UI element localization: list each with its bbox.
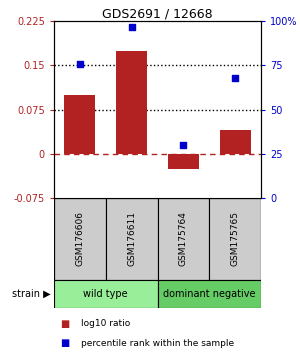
Text: GSM175764: GSM175764	[179, 211, 188, 267]
Text: log10 ratio: log10 ratio	[81, 319, 130, 329]
Bar	[209, 198, 261, 280]
Bar	[64, 95, 95, 154]
Text: percentile rank within the sample: percentile rank within the sample	[81, 339, 234, 348]
Point	[233, 75, 238, 81]
Text: ■: ■	[60, 338, 69, 348]
Text: GSM176606: GSM176606	[75, 211, 84, 267]
Text: dominant negative: dominant negative	[163, 289, 256, 299]
Point	[181, 142, 186, 148]
Bar	[106, 198, 158, 280]
Title: GDS2691 / 12668: GDS2691 / 12668	[102, 7, 213, 20]
Text: wild type: wild type	[83, 289, 128, 299]
Point	[129, 24, 134, 29]
Bar	[158, 280, 261, 308]
Bar	[54, 198, 106, 280]
Bar	[158, 198, 209, 280]
Text: GSM175765: GSM175765	[231, 211, 240, 267]
Bar	[54, 280, 158, 308]
Bar	[220, 130, 251, 154]
Point	[77, 61, 82, 67]
Text: strain ▶: strain ▶	[12, 289, 51, 299]
Text: ■: ■	[60, 319, 69, 329]
Text: GSM176611: GSM176611	[127, 211, 136, 267]
Bar	[168, 154, 199, 169]
Bar	[116, 51, 147, 154]
